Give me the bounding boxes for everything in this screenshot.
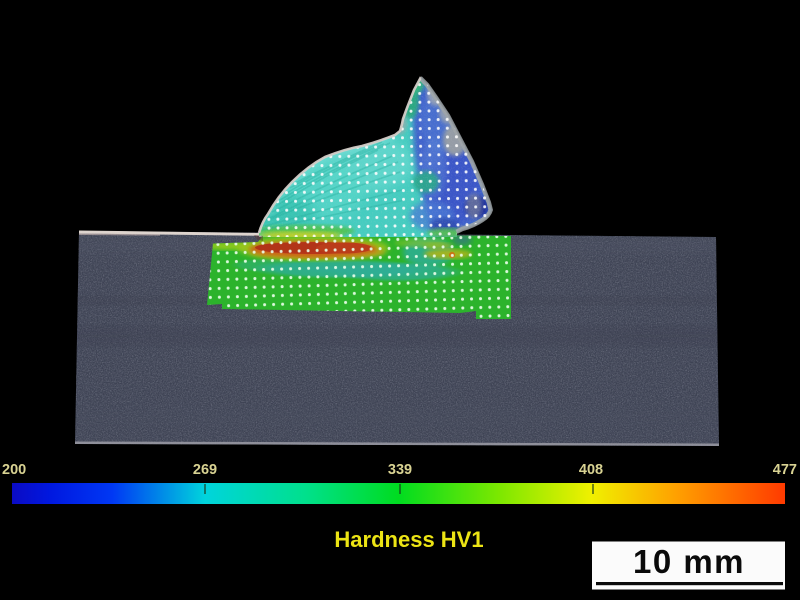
svg-text:477: 477 [773, 462, 797, 478]
svg-text:Hardness HV1: Hardness HV1 [334, 527, 483, 552]
svg-text:408: 408 [579, 462, 603, 478]
svg-text:339: 339 [388, 462, 412, 478]
svg-text:200: 200 [2, 462, 26, 478]
svg-text:269: 269 [193, 462, 217, 478]
svg-text:10 mm: 10 mm [633, 543, 745, 580]
